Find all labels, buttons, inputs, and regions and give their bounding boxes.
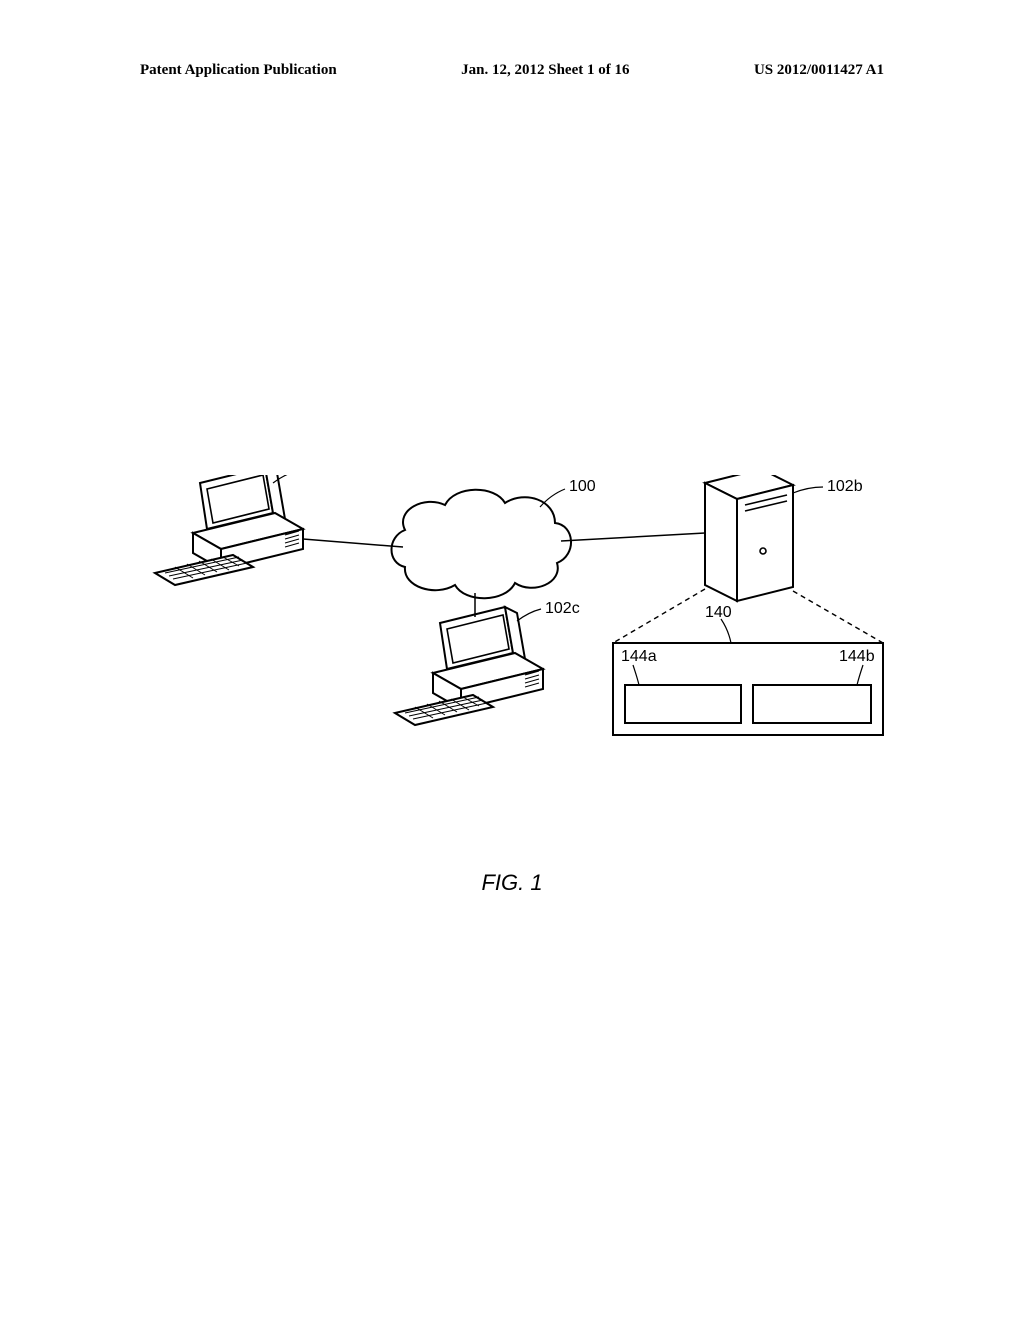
computer-102a [155, 475, 303, 585]
figure-1-diagram: 100 [145, 475, 885, 835]
header-left: Patent Application Publication [140, 62, 337, 79]
label-144b: 144b [839, 648, 875, 665]
figure-caption: FIG. 1 [0, 870, 1024, 896]
label-102a: 102a [301, 475, 337, 477]
page-header: Patent Application Publication Jan. 12, … [140, 62, 884, 79]
server-102b [705, 475, 793, 601]
network-cloud [392, 490, 572, 599]
label-144a: 144a [621, 648, 657, 665]
header-right: US 2012/0011427 A1 [754, 62, 884, 79]
label-102c: 102c [545, 600, 580, 617]
figure-svg: 100 [145, 475, 885, 835]
header-center: Jan. 12, 2012 Sheet 1 of 16 [461, 62, 629, 79]
label-100: 100 [569, 478, 596, 495]
label-140: 140 [705, 604, 732, 621]
computer-102c [395, 607, 543, 725]
label-102b: 102b [827, 478, 863, 495]
